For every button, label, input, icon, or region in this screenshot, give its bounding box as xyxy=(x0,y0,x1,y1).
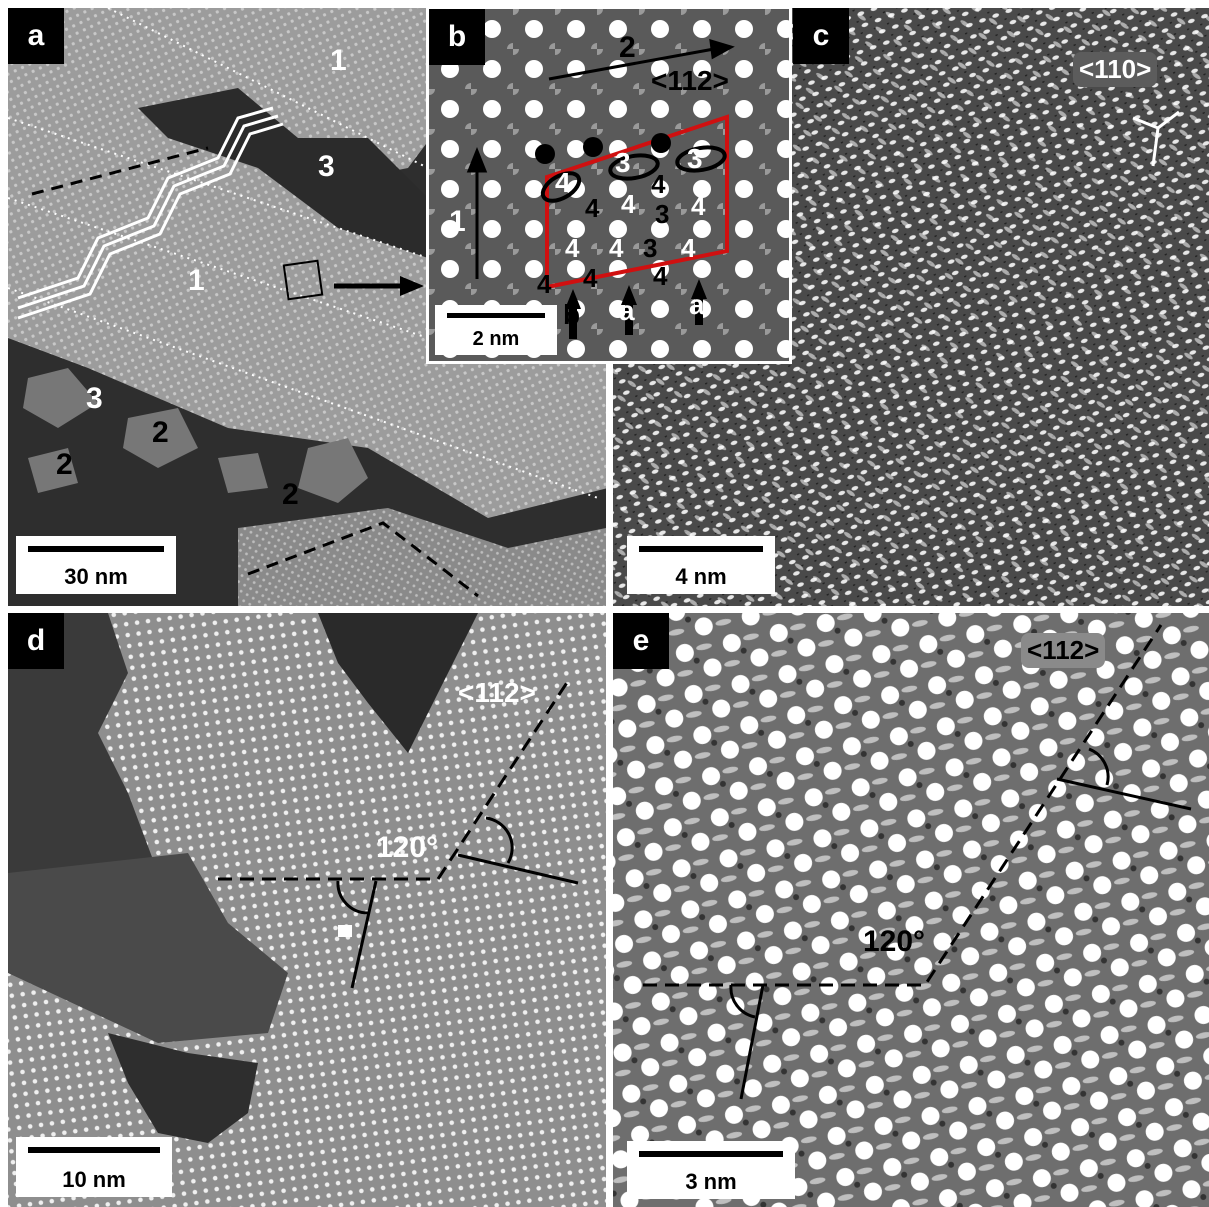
panel-label-b: b xyxy=(429,9,485,65)
panel-b: b 2 <112> 1 3 3 4 4 4 4 3 4 4 4 3 4 4 4 … xyxy=(426,6,792,364)
panel-e: e <112> 120° 3 nm xyxy=(613,613,1209,1207)
site-number: 4 xyxy=(691,191,706,221)
site-number: 4 xyxy=(681,233,696,263)
scale-bar-label: 2 nm xyxy=(472,328,520,350)
panel-label-a: a xyxy=(8,8,64,64)
row-marker: a xyxy=(689,289,705,320)
domain-label: 1 xyxy=(330,44,347,77)
scale-bar-label: 10 nm xyxy=(62,1167,126,1192)
site-number: 4 xyxy=(537,269,552,299)
site-number: 4 xyxy=(621,189,636,219)
domain-label: 3 xyxy=(86,382,103,415)
stm-image-e xyxy=(613,613,1209,1207)
site-number: 4 xyxy=(609,233,624,263)
site-number: 4 xyxy=(583,263,598,293)
panel-label-e: e xyxy=(613,613,669,669)
direction-tag-c: <110> xyxy=(1073,52,1158,87)
direction-label-d: <112> xyxy=(458,677,536,708)
domain-label: 2 xyxy=(282,478,299,511)
site-number: 4 xyxy=(565,233,580,263)
angle-label-e: 120° xyxy=(863,925,926,958)
scale-bar-d: 10 nm xyxy=(16,1137,172,1197)
domain-label: 3 xyxy=(318,150,335,183)
domain-label: 2 xyxy=(56,448,73,481)
site-number: 4 xyxy=(585,193,600,223)
domain-label: 2 xyxy=(152,416,169,449)
arrow-label: 1 xyxy=(449,205,466,238)
site-number: 3 xyxy=(615,147,631,178)
domain-label: 1 xyxy=(188,264,205,297)
site-number: 4 xyxy=(555,167,571,198)
site-number: 4 xyxy=(653,261,668,291)
angle-label-d: 120° xyxy=(376,831,439,864)
site-number: 3 xyxy=(687,143,703,174)
row-marker: a xyxy=(619,295,635,326)
site-number: 3 xyxy=(655,199,670,229)
scale-bar-b: 2 nm xyxy=(435,305,557,355)
stm-image-d xyxy=(8,613,606,1207)
panel-d: d <112> 120° 10 nm xyxy=(8,613,606,1207)
scale-bar-label: 4 nm xyxy=(675,564,727,589)
scale-bar-label: 3 nm xyxy=(685,1169,737,1194)
site-number: 3 xyxy=(643,233,658,263)
scale-bar-c: 4 nm xyxy=(627,536,775,594)
direction-tag-e: <112> xyxy=(1021,633,1106,668)
scale-bar-label: 30 nm xyxy=(64,564,128,589)
panel-label-d: d xyxy=(8,613,64,669)
stm-image-b xyxy=(429,9,789,361)
arrow-label: 2 xyxy=(619,31,636,64)
panel-label-c: c xyxy=(793,8,849,64)
row-marker: b xyxy=(563,299,581,330)
scale-bar-e: 3 nm xyxy=(627,1141,795,1199)
direction-label-b: <112> xyxy=(651,65,729,96)
scale-bar-a: 30 nm xyxy=(16,536,176,594)
site-number: 4 xyxy=(651,169,666,199)
